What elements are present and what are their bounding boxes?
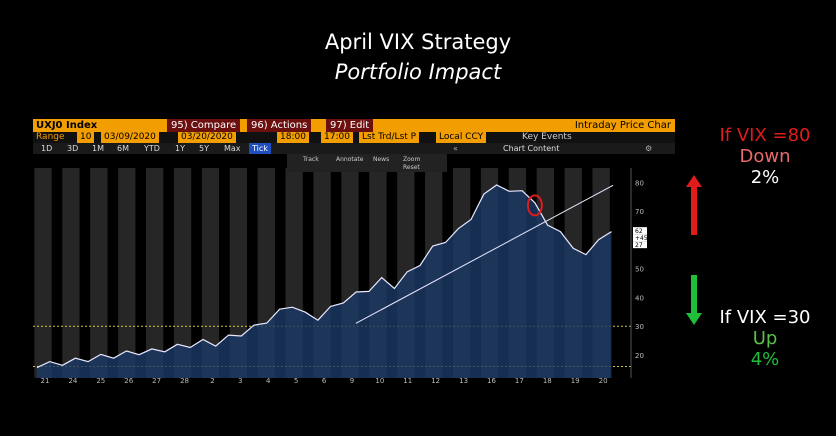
vix-30-percent: 4% xyxy=(750,349,780,370)
x-tick-label: 28 xyxy=(180,377,189,384)
period-6m[interactable]: 6M xyxy=(117,144,129,153)
x-tick-label: 5 xyxy=(294,377,298,384)
y-tick-label: 80 xyxy=(635,179,644,187)
x-tick-label: 25 xyxy=(96,377,105,384)
period-1y[interactable]: 1Y xyxy=(175,144,185,153)
news-tool[interactable]: News xyxy=(373,156,389,163)
vix-80-percent: 2% xyxy=(750,167,780,188)
period-max[interactable]: Max xyxy=(224,144,241,153)
actions-button[interactable]: 96) Actions xyxy=(247,119,312,132)
chart-name: Intraday Price Char xyxy=(574,120,671,131)
session-band xyxy=(201,168,220,378)
security-label: UXJ0 Index xyxy=(36,120,98,131)
x-tick-label: 11 xyxy=(403,377,412,384)
x-tick-label: 20 xyxy=(599,377,608,384)
last-value-label: 62 xyxy=(635,228,643,235)
terminal-title-bar: UXJ0 Index 95) Compare 96) Actions 97) E… xyxy=(33,119,675,132)
period-tick[interactable]: Tick xyxy=(249,143,271,154)
range-days-field[interactable]: 10 xyxy=(77,132,95,143)
session-band xyxy=(34,168,52,378)
vix-80-case: If VIX =80 Down 2% xyxy=(700,125,830,188)
page-title: April VIX Strategy xyxy=(324,30,512,54)
end-date-field[interactable]: 03/20/2020 xyxy=(178,132,236,143)
compare-button[interactable]: 95) Compare xyxy=(167,119,241,132)
terminal-window: UXJ0 Index 95) Compare 96) Actions 97) E… xyxy=(33,119,675,384)
x-tick-label: 27 xyxy=(152,377,161,384)
vix-30-label: If VIX =30 xyxy=(719,307,811,328)
session-band xyxy=(90,168,108,378)
session-band xyxy=(229,168,248,378)
period-3d[interactable]: 3D xyxy=(67,144,79,153)
y-tick-label: 20 xyxy=(635,352,644,360)
start-time-field[interactable]: 18:00 xyxy=(277,132,309,143)
currency-select[interactable]: Local CCY xyxy=(436,132,487,143)
y-tick-label: 70 xyxy=(635,208,644,216)
page-subtitle: Portfolio Impact xyxy=(334,60,502,84)
chart-content-button[interactable]: Chart Content xyxy=(503,144,560,153)
y-tick-label: 50 xyxy=(635,266,644,274)
last-value-label: +45 xyxy=(635,235,648,242)
collapse-icon[interactable]: « xyxy=(453,144,458,153)
last-value-box xyxy=(633,227,647,235)
highlight-circle xyxy=(526,194,543,217)
x-tick-label: 10 xyxy=(375,377,384,384)
x-tick-label: 6 xyxy=(322,377,327,384)
x-tick-label: 3 xyxy=(238,377,242,384)
x-tick-label: 4 xyxy=(266,377,271,384)
session-band xyxy=(62,168,80,378)
track-tool[interactable]: Track xyxy=(302,156,319,163)
last-value-box xyxy=(633,241,647,249)
x-tick-label: 2 xyxy=(210,377,214,384)
gear-icon[interactable]: ⚙ xyxy=(645,144,653,153)
period-5y[interactable]: 5Y xyxy=(199,144,209,153)
y-tick-label: 40 xyxy=(635,294,644,302)
series-line xyxy=(36,184,612,369)
x-tick-label: 16 xyxy=(487,377,496,384)
period-1d[interactable]: 1D xyxy=(41,144,53,153)
x-tick-label: 21 xyxy=(41,377,50,384)
x-tick-label: 13 xyxy=(459,377,468,384)
x-tick-label: 17 xyxy=(515,377,524,384)
edit-button[interactable]: 97) Edit xyxy=(326,119,374,132)
range-label: Range xyxy=(36,132,65,142)
trend-line xyxy=(355,184,614,324)
x-tick-label: 18 xyxy=(543,377,552,384)
vix-80-label: If VIX =80 xyxy=(719,125,811,146)
period-bar: 1D 3D 1M 6M YTD 1Y 5Y Max Tick « Chart C… xyxy=(33,143,675,154)
session-band xyxy=(146,168,164,378)
price-field-select[interactable]: Lst Trd/Lst P xyxy=(359,132,420,143)
up-arrow-icon xyxy=(686,175,702,235)
end-time-field[interactable]: 17:00 xyxy=(321,132,353,143)
x-tick-label: 26 xyxy=(124,377,133,384)
last-value-box xyxy=(633,234,647,242)
x-tick-label: 9 xyxy=(350,377,354,384)
period-1m[interactable]: 1M xyxy=(92,144,104,153)
vix-30-case: If VIX =30 Up 4% xyxy=(705,307,825,370)
last-value-label: 27 xyxy=(635,242,643,249)
vix-80-direction: Down xyxy=(739,146,791,167)
session-band xyxy=(173,168,192,378)
chart-toolbar: Track Annotate News Zoom Reset xyxy=(287,154,447,172)
y-tick-label: 30 xyxy=(635,323,644,331)
annotate-tool[interactable]: Annotate xyxy=(336,156,364,163)
session-band xyxy=(118,168,136,378)
reset-tool[interactable]: Reset xyxy=(403,164,420,171)
period-ytd[interactable]: YTD xyxy=(144,144,160,153)
zoom-tool[interactable]: Zoom xyxy=(403,156,420,163)
down-arrow-icon xyxy=(686,275,702,325)
key-events-toggle[interactable]: Key Events xyxy=(522,132,572,142)
x-tick-label: 19 xyxy=(571,377,580,384)
x-tick-label: 12 xyxy=(431,377,440,384)
start-date-field[interactable]: 03/09/2020 xyxy=(101,132,159,143)
range-bar: Range 10 03/09/2020 03/20/2020 18:00 17:… xyxy=(33,132,675,143)
x-tick-label: 24 xyxy=(68,377,77,384)
series-area xyxy=(37,185,612,378)
vix-30-direction: Up xyxy=(752,328,778,349)
